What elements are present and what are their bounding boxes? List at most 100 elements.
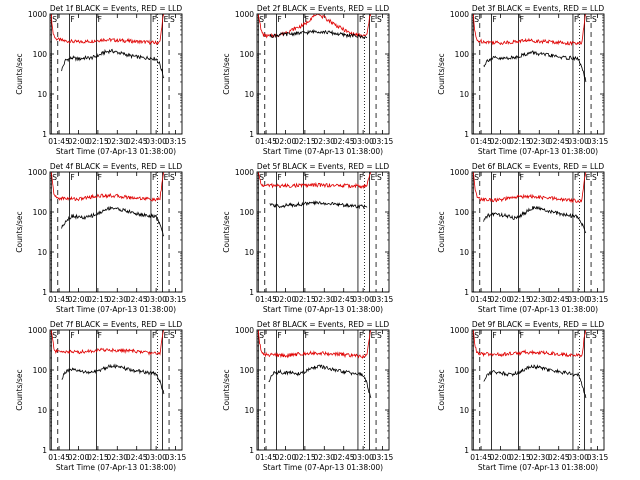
x-tick-label: 03:15 [372, 295, 394, 304]
x-tick-label: 03:00 [567, 137, 589, 146]
detector-panel: Det 2f BLACK = Events, RED = LLD 1 10 100 10… [222, 4, 394, 156]
event-marker-label: E [586, 173, 591, 182]
event-marker-label: F [70, 15, 74, 24]
x-tick-label: 03:00 [145, 137, 167, 146]
x-axis-label: Start Time (07-Apr-13 01:38:00) [263, 147, 383, 156]
x-tick-label: 03:15 [587, 295, 609, 304]
event-marker-label: F [305, 173, 309, 182]
x-tick-label: 03:00 [352, 295, 374, 304]
lld-series-line [472, 172, 587, 204]
y-axis-label: Counts/sec [15, 53, 24, 94]
y-tick-label: 100 [455, 208, 470, 217]
x-tick-label: 03:00 [145, 295, 167, 304]
y-tick-label: 10 [459, 248, 469, 257]
event-marker-label: F [277, 173, 281, 182]
event-marker-label: E [371, 173, 376, 182]
y-tick-label: 1 [42, 130, 47, 139]
event-marker-label: E [371, 15, 376, 24]
x-tick-label: 02:30 [106, 295, 128, 304]
x-tick-label: 02:30 [528, 295, 550, 304]
x-tick-label: 03:15 [587, 453, 609, 462]
x-tick-label: 02:15 [87, 453, 109, 462]
y-tick-label: 100 [240, 208, 255, 217]
event-marker-label: S [377, 173, 382, 182]
x-axis-label: Start Time (07-Apr-13 01:38:00) [56, 147, 176, 156]
panel-title: Det 5f BLACK = Events, RED = LLD [257, 162, 390, 171]
x-axis-label: Start Time (07-Apr-13 01:38:00) [263, 463, 383, 472]
event-marker-label: S [474, 331, 479, 340]
x-tick-label: 02:15 [294, 453, 316, 462]
event-marker-label: F [492, 15, 496, 24]
y-axis-label: Counts/sec [437, 369, 446, 410]
x-tick-label: 02:30 [313, 453, 335, 462]
x-tick-label: 03:00 [567, 453, 589, 462]
x-tick-label: 02:00 [490, 453, 512, 462]
x-tick-label: 02:30 [528, 137, 550, 146]
y-tick-label: 1 [249, 446, 254, 455]
x-tick-label: 01:45 [470, 453, 492, 462]
y-tick-label: 100 [240, 366, 255, 375]
y-tick-label: 1000 [28, 326, 47, 335]
event-marker-label: S [259, 331, 264, 340]
x-tick-label: 02:00 [275, 453, 297, 462]
x-tick-label: 02:15 [509, 137, 531, 146]
event-marker-label: F [98, 331, 102, 340]
detector-panel: Det 9f BLACK = Events, RED = LLD 1 10 100 10… [437, 320, 609, 472]
x-tick-label: 02:45 [548, 137, 570, 146]
y-tick-label: 10 [37, 248, 47, 257]
x-tick-label: 02:15 [87, 295, 109, 304]
x-tick-label: 02:30 [313, 295, 335, 304]
x-tick-label: 02:00 [490, 137, 512, 146]
panel-title: Det 2f BLACK = Events, RED = LLD [257, 4, 390, 13]
x-tick-label: 02:30 [528, 453, 550, 462]
x-tick-label: 02:00 [68, 295, 90, 304]
event-marker-label: S [592, 15, 597, 24]
event-marker-label: F [98, 15, 102, 24]
x-tick-label: 03:15 [165, 453, 187, 462]
x-tick-label: 02:30 [106, 453, 128, 462]
detector-panel: Det 5f BLACK = Events, RED = LLD 1 10 100 10… [222, 162, 394, 314]
events-series-line [61, 206, 165, 237]
y-tick-label: 10 [37, 90, 47, 99]
y-tick-label: 1000 [28, 10, 47, 19]
detector-panel: Det 6f BLACK = Events, RED = LLD 1 10 100 10… [437, 162, 609, 314]
x-tick-label: 02:45 [333, 137, 355, 146]
plot-frame [471, 329, 605, 451]
y-tick-label: 100 [33, 50, 48, 59]
y-tick-label: 1000 [235, 326, 254, 335]
x-tick-label: 01:45 [48, 453, 70, 462]
x-tick-label: 02:15 [87, 137, 109, 146]
lld-series-line [472, 14, 587, 47]
y-tick-label: 100 [455, 366, 470, 375]
events-series-line [269, 200, 368, 210]
y-tick-label: 1 [42, 446, 47, 455]
events-series-line [483, 364, 587, 399]
x-tick-label: 02:00 [275, 137, 297, 146]
event-marker-label: F [152, 331, 156, 340]
y-axis-label: Counts/sec [222, 53, 231, 94]
lld-series-line [50, 172, 165, 202]
x-tick-label: 03:15 [165, 295, 187, 304]
y-tick-label: 100 [33, 366, 48, 375]
lld-series-line [50, 14, 165, 46]
detector-panel: Det 8f BLACK = Events, RED = LLD 1 10 100 10… [222, 320, 394, 472]
event-marker-label: F [492, 173, 496, 182]
x-tick-label: 02:00 [68, 137, 90, 146]
x-tick-label: 03:15 [587, 137, 609, 146]
y-axis-label: Counts/sec [222, 369, 231, 410]
event-marker-label: F [520, 15, 524, 24]
event-marker-label: S [592, 331, 597, 340]
panel-title: Det 1f BLACK = Events, RED = LLD [50, 4, 183, 13]
y-axis-label: Counts/sec [15, 211, 24, 252]
x-tick-label: 03:00 [145, 453, 167, 462]
event-marker-label: F [574, 173, 578, 182]
x-axis-label: Start Time (07-Apr-13 01:38:00) [478, 305, 598, 314]
plot-frame [256, 171, 390, 293]
y-tick-label: 10 [244, 90, 254, 99]
event-marker-label: S [377, 15, 382, 24]
y-tick-label: 1000 [450, 326, 469, 335]
x-tick-label: 01:45 [255, 295, 277, 304]
y-axis-label: Counts/sec [222, 211, 231, 252]
event-marker-label: S [170, 173, 175, 182]
